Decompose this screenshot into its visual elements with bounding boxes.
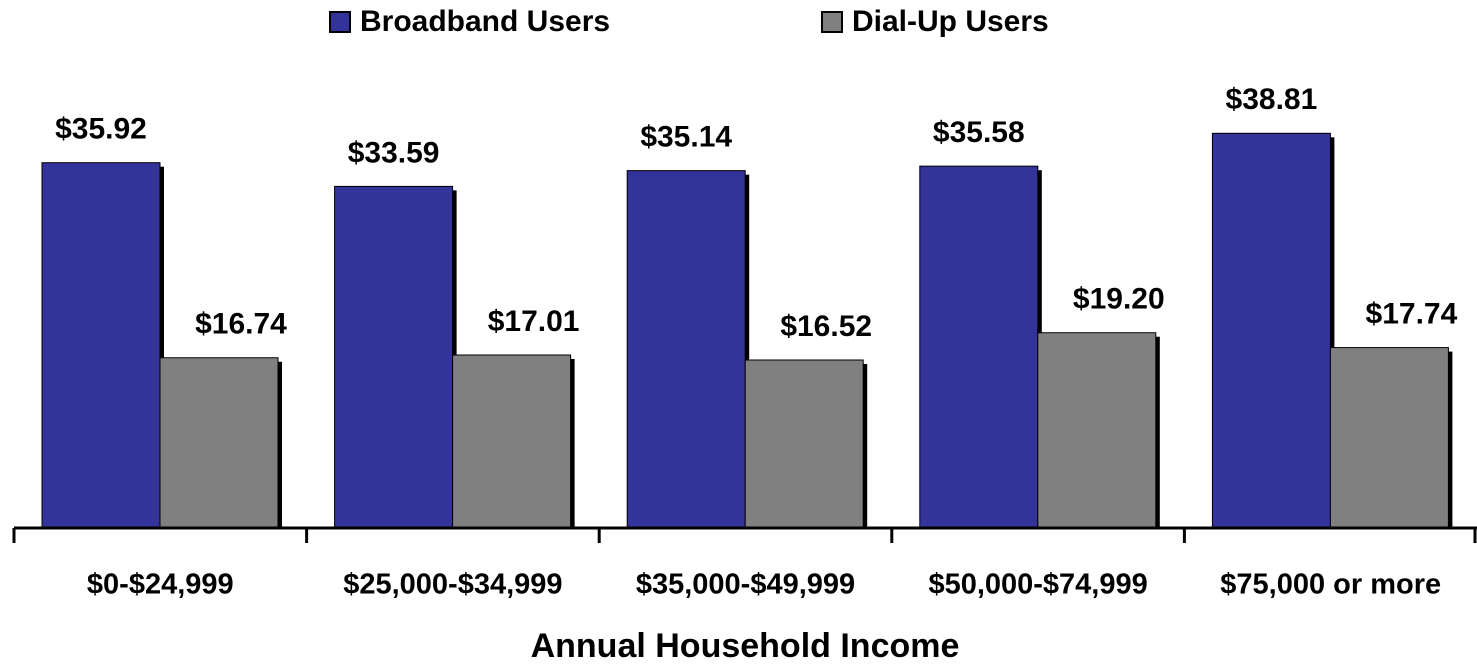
value-label: $35.92: [55, 113, 147, 146]
value-label: $19.20: [1073, 283, 1165, 316]
x-tick-label: $75,000 or more: [1220, 569, 1441, 601]
x-tick-label: $0-$24,999: [87, 569, 234, 601]
bar: [1037, 332, 1157, 529]
value-label: $35.58: [933, 116, 1025, 149]
x-tick-label: $50,000-$74,999: [928, 569, 1147, 601]
x-tick-label: $25,000-$34,999: [343, 569, 562, 601]
legend-label: Broadband Users: [360, 5, 610, 38]
legend-label: Dial-Up Users: [852, 5, 1049, 38]
value-label: $35.14: [640, 121, 732, 154]
bar: [159, 357, 279, 529]
bar: [626, 170, 746, 529]
legend-swatch: [329, 11, 351, 33]
value-label: $17.74: [1366, 298, 1458, 331]
bar: [1329, 347, 1449, 529]
value-label: $16.74: [195, 308, 287, 341]
value-label: $17.01: [488, 305, 580, 338]
value-label: $38.81: [1226, 83, 1318, 116]
value-label: $33.59: [348, 136, 440, 169]
bar: [744, 359, 864, 529]
x-axis-title: Annual Household Income: [531, 627, 960, 665]
bar: [919, 165, 1039, 529]
bar: [334, 185, 454, 529]
value-label: $16.52: [780, 310, 872, 343]
bar: [41, 162, 161, 529]
legend-swatch: [821, 11, 843, 33]
x-tick-label: $35,000-$49,999: [636, 569, 855, 601]
bar: [452, 354, 572, 529]
bar: [1211, 132, 1331, 529]
